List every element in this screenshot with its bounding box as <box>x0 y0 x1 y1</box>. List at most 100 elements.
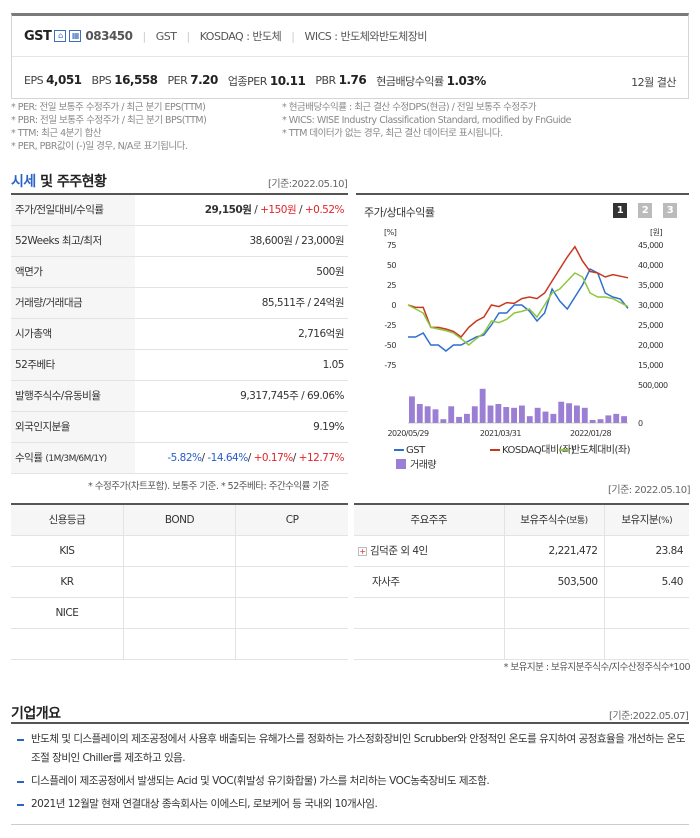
volume-bar <box>597 419 604 423</box>
right-axis-label: [원] <box>650 228 662 237</box>
left-tick-label: 25 <box>387 281 397 290</box>
volume-bar <box>526 416 533 423</box>
volume-bar <box>409 396 415 423</box>
company-name-alt: GST <box>155 29 177 43</box>
bottom-divider <box>11 824 689 825</box>
expand-icon[interactable]: + <box>358 547 367 556</box>
note: * PER: 전일 보통주 수정주가 / 최근 분기 EPS(TTM) <box>11 102 206 113</box>
overview-basis-date: [기준:2022.05.07] <box>609 711 689 722</box>
volume-bar <box>479 388 486 423</box>
wics-label: WICS : 반도체와반도체장비 <box>304 30 428 43</box>
right-tick-label: 40,000 <box>638 261 663 270</box>
list-item: 디스플레이 제조공정에서 발생되는 Acid 및 VOC(휘발성 유기화합물) … <box>11 772 689 791</box>
volume-bar <box>581 407 588 423</box>
company-overview-list: 반도체 및 디스플레이의 제조공정에서 사용후 배출되는 유해가스를 정화하는 … <box>11 722 689 818</box>
list-item: 반도체 및 디스플레이의 제조공정에서 사용후 배출되는 유해가스를 정화하는 … <box>11 730 689 768</box>
volume-bar <box>487 405 494 423</box>
table-header: 주요주주 보유주식수(보통) 보유지분(%) <box>354 504 689 536</box>
shareholders-footnote: * 보유지분 : 보유지분주식수/지수산정주식수*100 <box>503 662 691 673</box>
metric-industry-per: 업종PER 10.11 <box>227 74 306 88</box>
volume-bar <box>566 403 572 423</box>
note: * WICS: WISE Industry Classification Sta… <box>282 115 572 126</box>
metric-eps: EPS 4,051 <box>24 73 82 87</box>
volume-bar <box>589 419 596 423</box>
home-icon[interactable]: ⌂ <box>54 30 67 42</box>
volume-tick-label: 0 <box>638 419 643 428</box>
right-tick-label: 25,000 <box>638 321 663 330</box>
market-basis-date: [기준:2022.05.10] <box>268 179 348 190</box>
market-label: KOSDAQ : 반도체 <box>199 30 282 43</box>
table-header: 신용등급 BOND CP <box>11 504 348 536</box>
left-axis-label: [%] <box>384 228 397 237</box>
volume-bar <box>495 404 502 423</box>
price-chart-panel: 주가/상대수익률 1 2 3 [%] [원] 75 50 25 0 -25 -50 -75 45,… <box>356 193 689 471</box>
stock-code: 083450 <box>85 29 133 43</box>
company-title-row: GST ⌂ ▦ 083450 | GST | KOSDAQ : 반도체 | WI… <box>24 28 428 44</box>
legend-swatch <box>396 459 406 469</box>
volume-bar <box>519 405 525 423</box>
table-row: 52주베타 1.05 <box>11 349 348 381</box>
volume-bar <box>558 401 565 423</box>
volume-bar <box>613 413 620 423</box>
left-tick-label: 0 <box>391 301 396 310</box>
note: * PER, PBR값이 (-)일 경우, N/A로 표기됩니다. <box>11 141 188 152</box>
volume-bar <box>448 406 455 423</box>
left-tick-label: -50 <box>384 341 396 350</box>
right-tick-label: 35,000 <box>638 281 663 290</box>
left-tick-label: 50 <box>387 261 397 270</box>
table-row: 수익률 (1M/3M/6M/1Y) -5.82%/ -14.64%/ +0.17… <box>11 442 348 474</box>
table-row: NICE <box>11 597 348 629</box>
left-tick-label: 75 <box>387 241 397 250</box>
table-row: 52Weeks 최고/최저 38,600원 / 23,000원 <box>11 225 348 257</box>
table-row: 시가총액 2,716억원 <box>11 318 348 350</box>
chart-basis-date: [기준: 2022.05.10] <box>608 485 691 496</box>
volume-bar <box>440 419 447 423</box>
chart-page-1[interactable]: 1 <box>613 203 627 218</box>
market-table: 주가/전일대비/수익률 29,150원 / +150원 / +0.52% 52W… <box>11 193 348 474</box>
volume-bar <box>416 404 423 423</box>
x-tick-label: 2020/05/29 <box>387 429 429 438</box>
overview-title: 기업개요 <box>11 706 61 722</box>
price-chart: [%] [원] 75 50 25 0 -25 -50 -75 45,000 40,000 35,000… <box>384 228 668 471</box>
volume-bar <box>542 411 549 423</box>
table-row: KR <box>11 566 348 598</box>
metric-pbr: PBR 1.76 <box>315 73 367 87</box>
company-name: GST <box>24 28 52 44</box>
series-line-0 <box>408 267 629 352</box>
shareholders-table: 주요주주 보유주식수(보통) 보유지분(%) + 김덕준 외 4인 2,221,4… <box>354 503 689 660</box>
metric-dividend-yield: 현금배당수익률 1.03% <box>376 74 486 88</box>
volume-bar <box>534 407 541 423</box>
left-tick-label: -25 <box>384 321 396 330</box>
credit-rating-table: 신용등급 BOND CP KIS KR NICE <box>11 503 348 660</box>
chart-page-3[interactable]: 3 <box>663 203 677 218</box>
metric-bps: BPS 16,558 <box>91 73 158 87</box>
table-row: 거래량/거래대금 85,511주 / 24억원 <box>11 287 348 319</box>
company-header: GST ⌂ ▦ 083450 | GST | KOSDAQ : 반도체 | WI… <box>11 13 689 99</box>
volume-bar <box>464 413 470 423</box>
legend-label: 반도체대비(좌) <box>571 444 631 456</box>
notes-left: * PER: 전일 보통주 수정주가 / 최근 분기 EPS(TTM) * PB… <box>11 101 207 153</box>
volume-bar <box>456 416 462 423</box>
metrics-row: EPS 4,051 BPS 16,558 PER 7.20 업종PER 10.1… <box>24 73 496 89</box>
volume-bar <box>621 416 627 423</box>
series-line-1 <box>407 245 629 339</box>
volume-bar <box>471 406 478 423</box>
volume-tick-label: 500,000 <box>638 381 668 390</box>
note: * PBR: 전일 보통주 수정주가 / 최근 분기 BPS(TTM) <box>11 115 207 126</box>
note: * TTM: 최근 4분기 합산 <box>11 128 102 139</box>
chart-page-2[interactable]: 2 <box>638 203 652 218</box>
market-section-title: 시세 및 주주현황 <box>11 174 107 190</box>
series-line-2 <box>407 272 629 346</box>
right-tick-label: 15,000 <box>638 361 663 370</box>
legend-label: 거래량 <box>410 459 436 471</box>
volume-bar <box>503 407 510 423</box>
building-icon[interactable]: ▦ <box>69 30 82 42</box>
fiscal-label: 12월 결산 <box>631 76 676 89</box>
table-row: 액면가 500원 <box>11 256 348 288</box>
volume-bar <box>424 406 431 423</box>
notes-right: * 현금배당수익률 : 최근 결산 수정DPS(현금) / 전일 보통주 수정주… <box>282 101 572 140</box>
volume-bar <box>511 407 517 423</box>
legend-label: GST <box>406 445 426 456</box>
legend-label: KOSDAQ대비(좌) <box>502 444 575 456</box>
list-item: 2021년 12월말 현재 연결대상 종속회사는 이에스티, 로보케어 등 국내… <box>11 795 689 814</box>
